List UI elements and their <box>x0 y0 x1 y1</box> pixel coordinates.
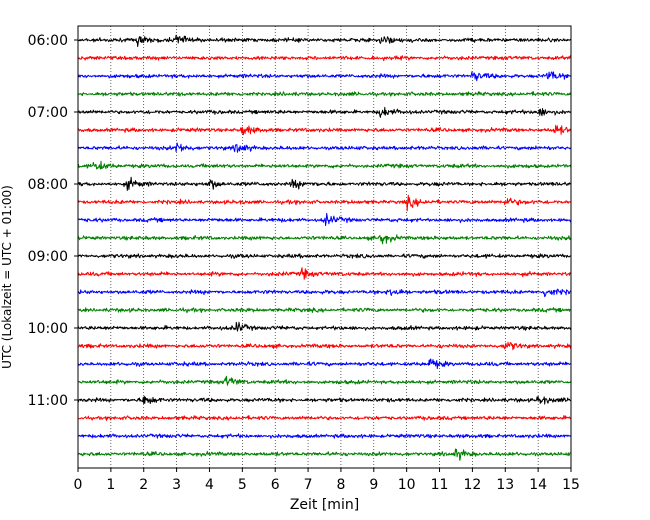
trace-0930 <box>77 288 572 298</box>
x-tick-label: 10 <box>398 477 416 493</box>
x-tick-label: 8 <box>336 477 345 493</box>
y-tick-label: 08:00 <box>28 177 68 193</box>
trace-1100 <box>77 395 572 405</box>
trace-1145 <box>77 448 571 461</box>
trace-0900 <box>77 253 572 259</box>
trace-1130 <box>77 433 572 439</box>
x-axis-label: Zeit [min] <box>290 497 359 513</box>
y-tick-label: 10:00 <box>28 321 68 337</box>
trace-0800 <box>78 176 572 191</box>
trace-1000 <box>77 321 572 332</box>
seismogram-traces <box>77 34 572 461</box>
plot-frame <box>77 25 572 469</box>
trace-0815 <box>77 194 572 212</box>
x-tick-label: 3 <box>172 477 181 493</box>
x-tick-label: 9 <box>369 477 378 493</box>
y-tick-label: 07:00 <box>28 105 68 121</box>
trace-0915 <box>77 267 572 280</box>
trace-0630 <box>77 71 572 82</box>
x-tick-label: 7 <box>304 477 313 493</box>
trace-0845 <box>77 234 572 245</box>
x-tick-label: 6 <box>271 477 280 493</box>
trace-1030 <box>77 358 572 370</box>
trace-1015 <box>77 341 572 351</box>
trace-1045 <box>77 375 572 386</box>
x-tick-label: 0 <box>74 477 83 493</box>
trace-0600 <box>77 34 572 48</box>
x-tick-label: 15 <box>562 477 580 493</box>
y-axis-ticks: 06:00 07:00 08:00 09:00 10:00 11:00 <box>28 33 78 409</box>
trace-0615 <box>77 55 572 62</box>
trace-0830 <box>77 212 572 227</box>
x-tick-label: 11 <box>431 477 449 493</box>
y-tick-label: 06:00 <box>28 33 68 49</box>
x-tick-label: 4 <box>205 477 214 493</box>
y-tick-label: 09:00 <box>28 249 68 265</box>
x-tick-label: 14 <box>529 477 547 493</box>
trace-0700 <box>77 106 572 118</box>
x-tick-label: 12 <box>463 477 481 493</box>
trace-0715 <box>77 124 572 136</box>
x-tick-label: 5 <box>238 477 247 493</box>
x-tick-label: 1 <box>106 477 115 493</box>
x-tick-label: 13 <box>496 477 514 493</box>
trace-0945 <box>77 307 572 314</box>
trace-0645 <box>77 91 572 97</box>
trace-0745 <box>77 160 572 170</box>
x-tick-label: 2 <box>139 477 148 493</box>
trace-0730 <box>77 142 572 153</box>
trace-1115 <box>77 414 572 421</box>
y-tick-label: 11:00 <box>28 393 68 409</box>
y-axis-label: UTC (Lokalzeit = UTC + 01:00) <box>0 185 14 369</box>
x-axis-ticks: 0 1 2 3 4 5 6 7 8 9 10 11 12 13 14 15 <box>74 468 580 493</box>
